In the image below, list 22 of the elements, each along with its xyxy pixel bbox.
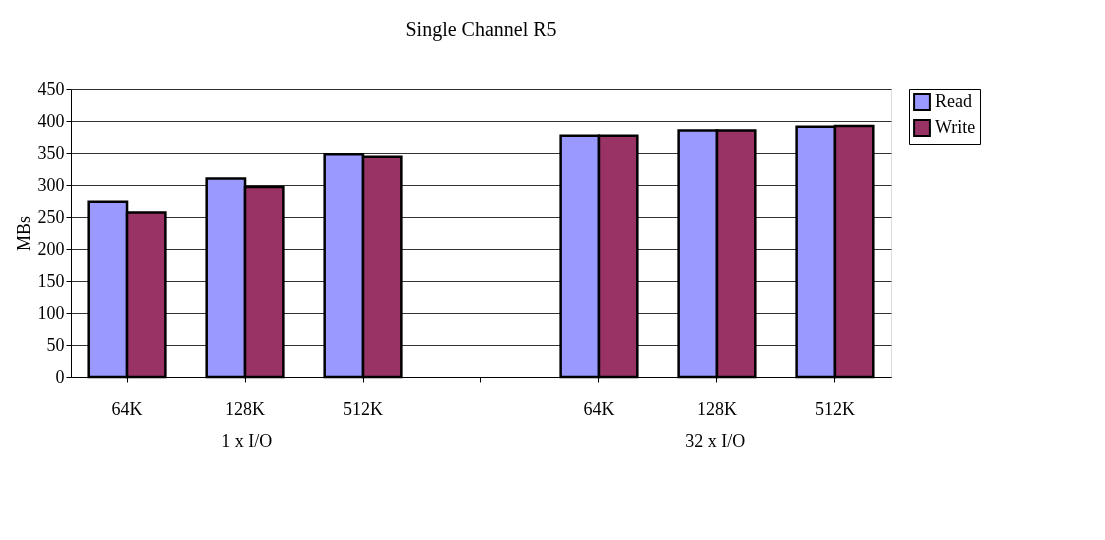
x-tick-label: 64K <box>583 398 615 419</box>
x-tick-label: 128K <box>696 398 737 419</box>
y-tick-label: 300 <box>37 174 65 195</box>
legend-label: Read <box>935 91 972 111</box>
y-tick-label: 250 <box>37 206 65 227</box>
text: 1 x I/O <box>221 431 273 451</box>
y-tick-label: 450 <box>37 78 65 99</box>
legend-label: Write <box>935 117 976 137</box>
x-tick-label: 512K <box>343 398 384 419</box>
y-tick-label: 100 <box>37 302 65 323</box>
chart-title: Single Channel R5 <box>405 18 557 41</box>
y-tick-label: 200 <box>37 238 65 259</box>
y-tick-label: 400 <box>37 110 65 131</box>
text: 32 x I/O <box>685 431 746 451</box>
x-tick-label: 64K <box>111 398 143 419</box>
y-tick-label: 0 <box>55 366 65 387</box>
x-tick-label: 512K <box>814 398 855 419</box>
x-tick-label: 128K <box>225 398 266 419</box>
y-tick-label: 350 <box>37 142 65 163</box>
y-tick-label: 50 <box>46 334 65 355</box>
y-tick-label: 150 <box>37 270 65 291</box>
y-axis-title: MBs <box>13 215 34 252</box>
